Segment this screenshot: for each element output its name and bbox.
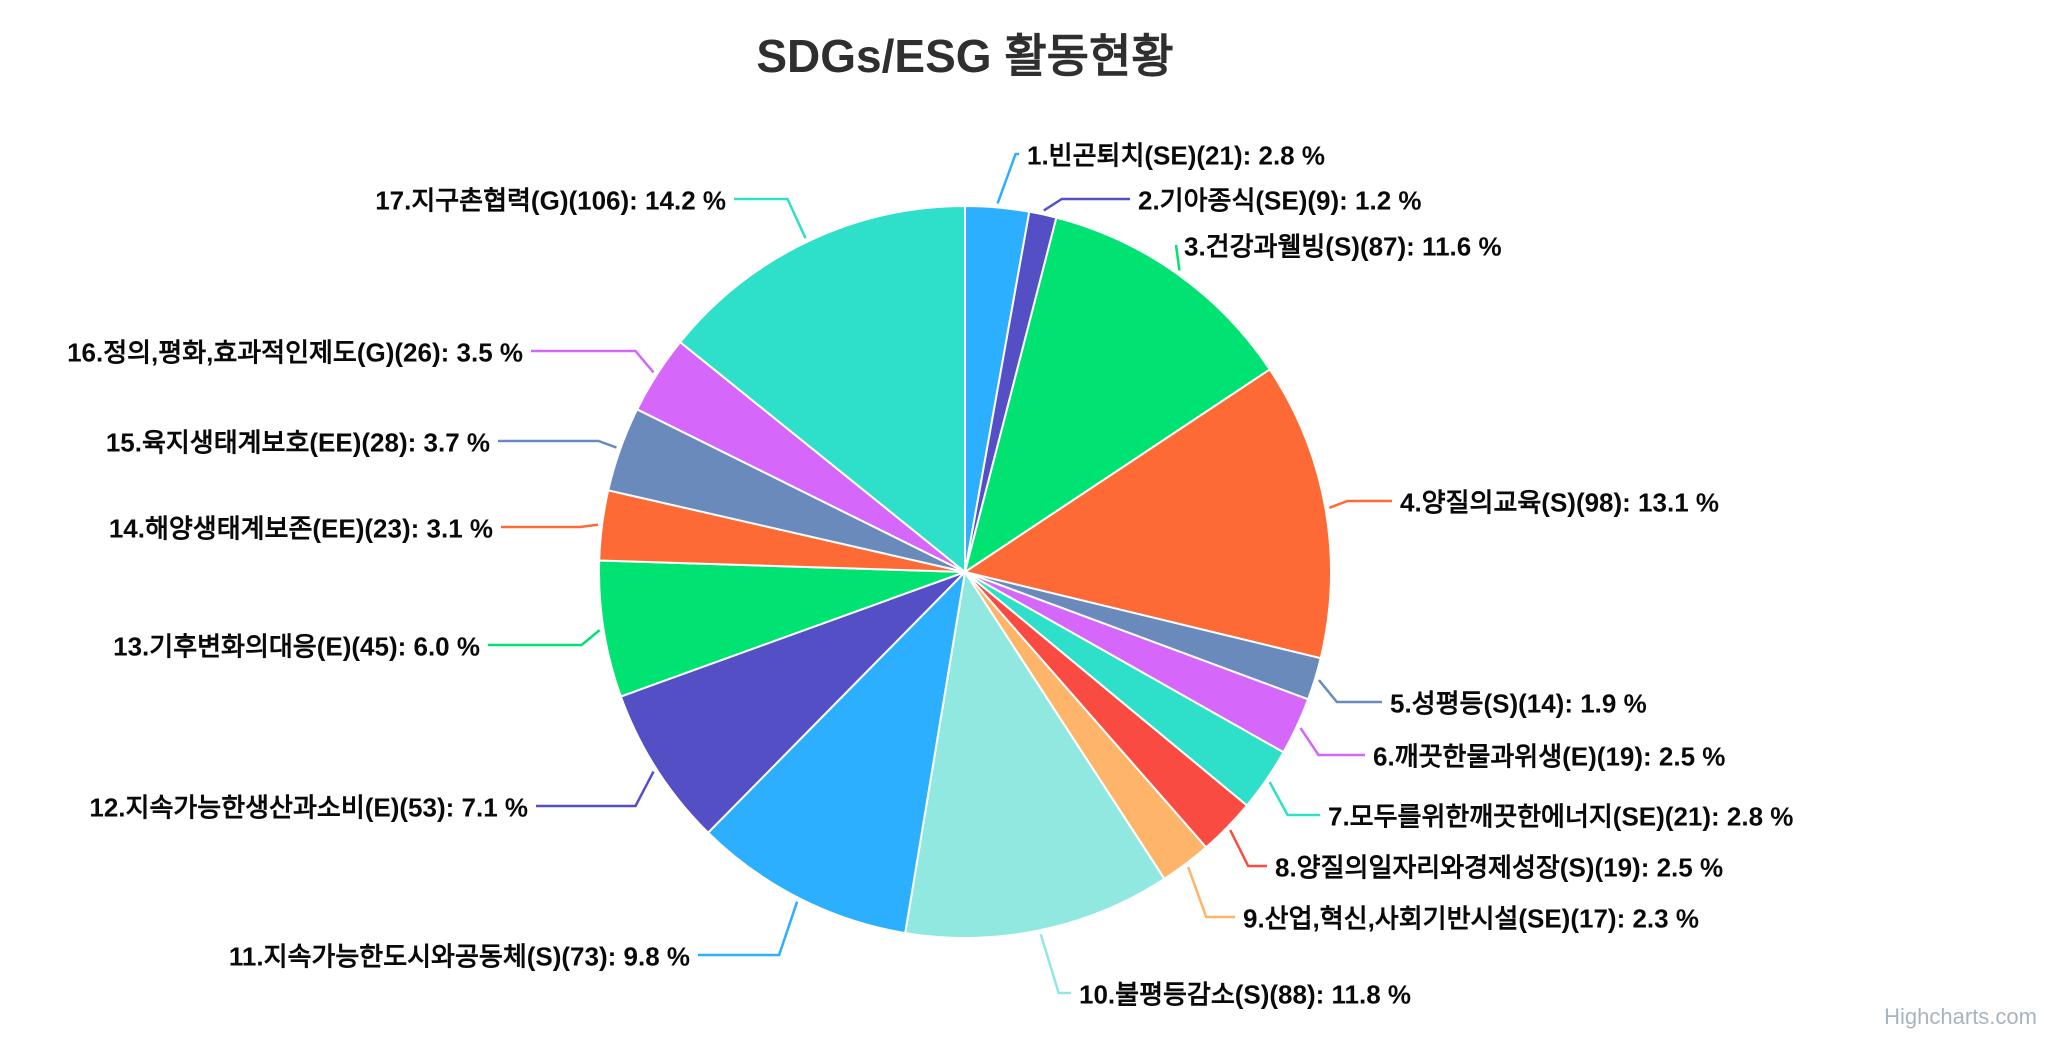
label-connector-10 — [1039, 933, 1071, 995]
slice-label-2: 2.기아종식(SE)(9): 1.2 % — [1138, 185, 1422, 216]
slice-label-13: 13.기후변화의대응(E)(45): 6.0 % — [113, 631, 480, 662]
label-connector-3 — [1174, 244, 1181, 271]
pie-slice-10[interactable] — [904, 571, 1166, 939]
pie-slice-4[interactable] — [964, 368, 1332, 660]
label-connector-17 — [734, 197, 807, 239]
label-connector-2 — [1043, 197, 1130, 212]
slice-label-9: 9.산업,혁신,사회기반시설(SE)(17): 2.3 % — [1243, 903, 1699, 934]
slice-label-3: 3.건강과웰빙(S)(87): 11.6 % — [1184, 231, 1502, 262]
slice-label-14: 14.해양생태계보존(EE)(23): 3.1 % — [108, 513, 493, 544]
slice-label-4: 4.양질의교육(S)(98): 13.1 % — [1400, 487, 1720, 518]
label-connector-6 — [1299, 727, 1365, 757]
pie-slice-12[interactable] — [619, 571, 966, 834]
slice-label-12: 12.지속가능한생산과소비(E)(53): 7.1 % — [89, 792, 528, 823]
slice-label-10: 10.불평등감소(S)(88): 11.8 % — [1079, 979, 1412, 1010]
pie-slice-17[interactable] — [679, 205, 966, 573]
label-connector-14 — [501, 523, 599, 529]
highcharts-credits-link[interactable]: Highcharts.com — [1884, 1004, 2037, 1029]
slice-label-15: 15.육지생태계보호(EE)(28): 3.7 % — [105, 427, 490, 458]
label-connector-11 — [698, 901, 799, 957]
label-connector-4 — [1328, 499, 1392, 509]
slice-label-8: 8.양질의일자리와경제성장(S)(19): 2.5 % — [1275, 852, 1724, 883]
label-connector-5 — [1317, 679, 1382, 704]
slice-label-6: 6.깨끗한물과위생(E)(19): 2.5 % — [1373, 741, 1726, 772]
pie-slice-3[interactable] — [964, 216, 1271, 573]
slice-label-16: 16.정의,평화,효과적인제도(G)(26): 3.5 % — [67, 337, 523, 368]
pie-slice-11[interactable] — [707, 571, 966, 935]
slice-label-17: 17.지구촌협력(G)(106): 14.2 % — [375, 185, 726, 216]
label-connector-13 — [488, 629, 601, 647]
slice-label-11: 11.지속가능한도시와공동체(S)(73): 9.8 % — [228, 941, 690, 972]
label-connector-1 — [996, 152, 1019, 204]
label-connector-16 — [531, 349, 655, 374]
label-connector-15 — [498, 439, 617, 449]
slice-label-5: 5.성평등(S)(14): 1.9 % — [1390, 688, 1647, 719]
slice-label-7: 7.모두를위한깨끗한에너지(SE)(21): 2.8 % — [1328, 801, 1794, 832]
slice-label-1: 1.빈곤퇴치(SE)(21): 2.8 % — [1027, 140, 1325, 171]
pie-slice-13[interactable] — [598, 559, 966, 698]
label-connector-8 — [1229, 829, 1267, 868]
chart-title: SDGs/ESG 활동현황 — [756, 30, 1174, 82]
label-connector-7 — [1268, 781, 1320, 817]
label-connector-12 — [536, 771, 655, 808]
label-connector-9 — [1187, 866, 1235, 919]
